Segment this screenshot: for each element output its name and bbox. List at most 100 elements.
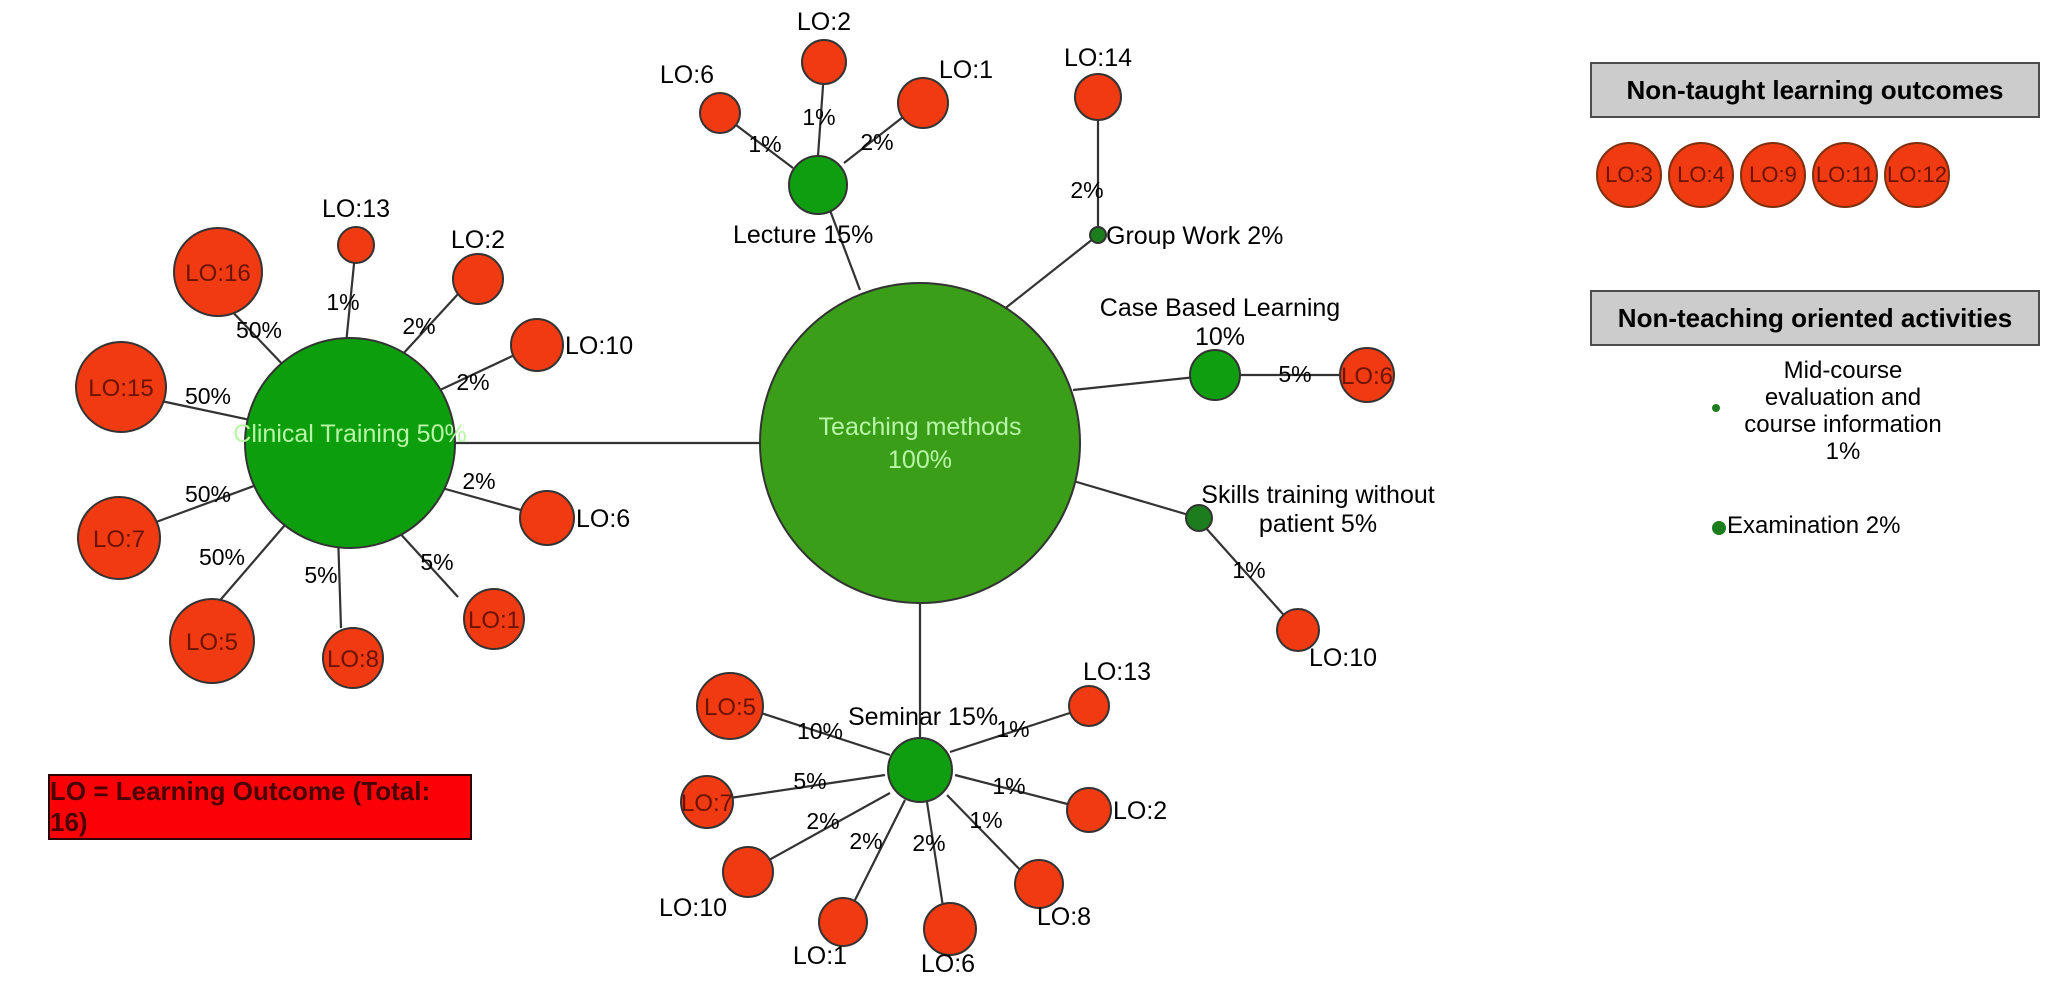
examination-dot[interactable] — [1712, 521, 1726, 535]
node-teaching-methods[interactable] — [759, 282, 1081, 604]
non-taught-chip-lo3[interactable]: LO:3 — [1596, 142, 1662, 208]
edge-label-seminar-lo5: 10% — [797, 718, 843, 744]
leaf-seminar-lo2-label: LO:2 — [1113, 797, 1167, 825]
edge-label-seminar-lo10: 2% — [806, 808, 839, 834]
mid-course-line-4: 1% — [1825, 437, 1861, 465]
non-taught-chip-lo4-label: LO:4 — [1677, 162, 1725, 187]
leaf-seminar-lo6-label: LO:6 — [921, 950, 975, 978]
leaf-clinical-lo16[interactable] — [173, 227, 263, 317]
edge-lecture-lo2 — [816, 71, 826, 157]
leaf-seminar-lo1-label: LO:1 — [793, 942, 847, 970]
leaf-clinical-lo16-label: LO:16 — [185, 260, 250, 287]
leaf-groupwork-lo14[interactable] — [1074, 73, 1122, 121]
node-case-based-learning-label-2: 10% — [1195, 323, 1245, 351]
leaf-clinical-lo8[interactable] — [322, 627, 384, 689]
leaf-clinical-lo2[interactable] — [452, 253, 504, 305]
edge-label-clinical-lo10: 2% — [456, 369, 489, 395]
leaf-lecture-lo1[interactable] — [897, 77, 949, 129]
leaf-seminar-lo8[interactable] — [1014, 859, 1064, 909]
non-taught-chip-lo4[interactable]: LO:4 — [1668, 142, 1734, 208]
node-case-based-learning[interactable] — [1189, 349, 1241, 401]
edge-label-skills-lo10: 1% — [1232, 557, 1265, 583]
node-skills-training-label-2: patient 5% — [1259, 510, 1377, 538]
edge-label-seminar-lo8: 1% — [969, 807, 1002, 833]
leaf-seminar-lo2[interactable] — [1066, 787, 1112, 833]
leaf-seminar-lo7[interactable] — [680, 775, 734, 829]
learning-outcome-legend-text: LO = Learning Outcome (Total: 16) — [50, 776, 431, 837]
leaf-clinical-lo10[interactable] — [510, 318, 564, 372]
edge-label-clinical-lo13: 1% — [326, 289, 359, 315]
leaf-seminar-lo10[interactable] — [722, 846, 774, 898]
leaf-lecture-lo6-label: LO:6 — [660, 61, 714, 89]
non-taught-chip-row: LO:3 LO:4 LO:9 LO:11 LO:12 — [1596, 142, 1950, 208]
edge-label-casebased-lo6: 5% — [1278, 361, 1311, 387]
leaf-clinical-lo1-label: LO:1 — [468, 607, 520, 634]
mid-course-line-2: evaluation and — [1764, 383, 1922, 411]
leaf-clinical-lo7-label: LO:7 — [93, 526, 145, 553]
leaf-skills-lo10[interactable] — [1276, 608, 1320, 652]
edge-clinical-lo5 — [215, 517, 292, 606]
edge-root-lecture — [826, 204, 862, 291]
leaf-clinical-lo1[interactable] — [463, 588, 525, 650]
node-lecture[interactable] — [788, 155, 848, 215]
leaf-clinical-lo10-label: LO:10 — [565, 332, 633, 360]
leaf-skills-lo10-label: LO:10 — [1309, 644, 1377, 672]
leaf-lecture-lo1-label: LO:1 — [939, 56, 993, 84]
edge-labels-layer: 50% 50% 50% 50% 5% 5% 2% 2% 2% 1% 1% 1% … — [185, 104, 1312, 856]
node-skills-training-label-1: Skills training without — [1201, 481, 1434, 509]
edge-label-lecture-lo6: 1% — [748, 131, 781, 157]
mid-course-dot[interactable] — [1712, 404, 1720, 412]
edge-root-skills — [1069, 478, 1200, 520]
node-clinical-training-label: Clinical Training 50% — [233, 420, 466, 448]
leaf-lecture-lo2[interactable] — [801, 39, 847, 85]
edge-clinical-lo7 — [147, 481, 263, 527]
leaf-seminar-lo13-label: LO:13 — [1083, 658, 1151, 686]
mid-course-line-3: course information — [1744, 410, 1942, 438]
edge-label-seminar-lo6: 2% — [912, 830, 945, 856]
examination-label: Examination 2% — [1727, 512, 1900, 540]
edge-label-clinical-lo7: 50% — [185, 481, 231, 507]
leaf-seminar-lo5[interactable] — [696, 672, 764, 740]
leaf-clinical-lo6[interactable] — [519, 490, 575, 546]
leaf-seminar-lo7-label: LO:7 — [681, 790, 733, 817]
nodes-layer: Teaching methods 100% Clinical Training … — [75, 8, 1435, 978]
leaf-lecture-lo2-label: LO:2 — [797, 8, 851, 36]
non-taught-chip-lo9[interactable]: LO:9 — [1740, 142, 1806, 208]
leaf-casebased-lo6[interactable] — [1339, 347, 1395, 403]
non-taught-chip-lo11[interactable]: LO:11 — [1812, 142, 1878, 208]
leaf-seminar-lo13[interactable] — [1068, 685, 1110, 727]
edge-lecture-lo6 — [727, 118, 794, 169]
edge-seminar-lo1 — [849, 799, 906, 911]
leaf-seminar-lo10-label: LO:10 — [659, 894, 727, 922]
leaf-lecture-lo6[interactable] — [699, 92, 741, 134]
leaf-seminar-lo1[interactable] — [818, 897, 868, 947]
edge-label-lecture-lo1: 2% — [860, 129, 893, 155]
learning-outcome-legend-box: LO = Learning Outcome (Total: 16) — [48, 774, 472, 840]
mid-course-label: Mid-course evaluation and course informa… — [1718, 357, 1968, 466]
edge-label-clinical-lo5: 50% — [199, 544, 245, 570]
non-taught-chip-lo12[interactable]: LO:12 — [1884, 142, 1950, 208]
leaf-clinical-lo2-label: LO:2 — [451, 226, 505, 254]
leaf-seminar-lo8-label: LO:8 — [1037, 903, 1091, 931]
panel-non-teaching-header-text: Non-teaching oriented activities — [1617, 302, 2013, 333]
leaf-clinical-lo15[interactable] — [75, 341, 167, 433]
leaf-clinical-lo5[interactable] — [169, 598, 255, 684]
leaf-clinical-lo15-label: LO:15 — [88, 375, 153, 402]
node-group-work[interactable] — [1089, 226, 1107, 244]
edge-label-clinical-lo8: 5% — [304, 562, 337, 588]
edge-label-clinical-lo1: 5% — [420, 549, 453, 575]
node-seminar[interactable] — [887, 737, 953, 803]
leaf-clinical-lo8-label: LO:8 — [327, 646, 379, 673]
panel-non-taught-header-text: Non-taught learning outcomes — [1626, 74, 2004, 105]
leaf-clinical-lo7[interactable] — [77, 496, 161, 580]
edge-label-lecture-lo2: 1% — [802, 104, 835, 130]
leaf-seminar-lo6[interactable] — [923, 902, 977, 956]
leaf-clinical-lo13[interactable] — [337, 226, 375, 264]
edge-label-seminar-lo2: 1% — [992, 773, 1025, 799]
node-clinical-training[interactable] — [244, 337, 456, 549]
leaf-groupwork-lo14-label: LO:14 — [1064, 44, 1132, 72]
node-skills-training[interactable] — [1185, 504, 1213, 532]
leaf-clinical-lo6-label: LO:6 — [576, 505, 630, 533]
